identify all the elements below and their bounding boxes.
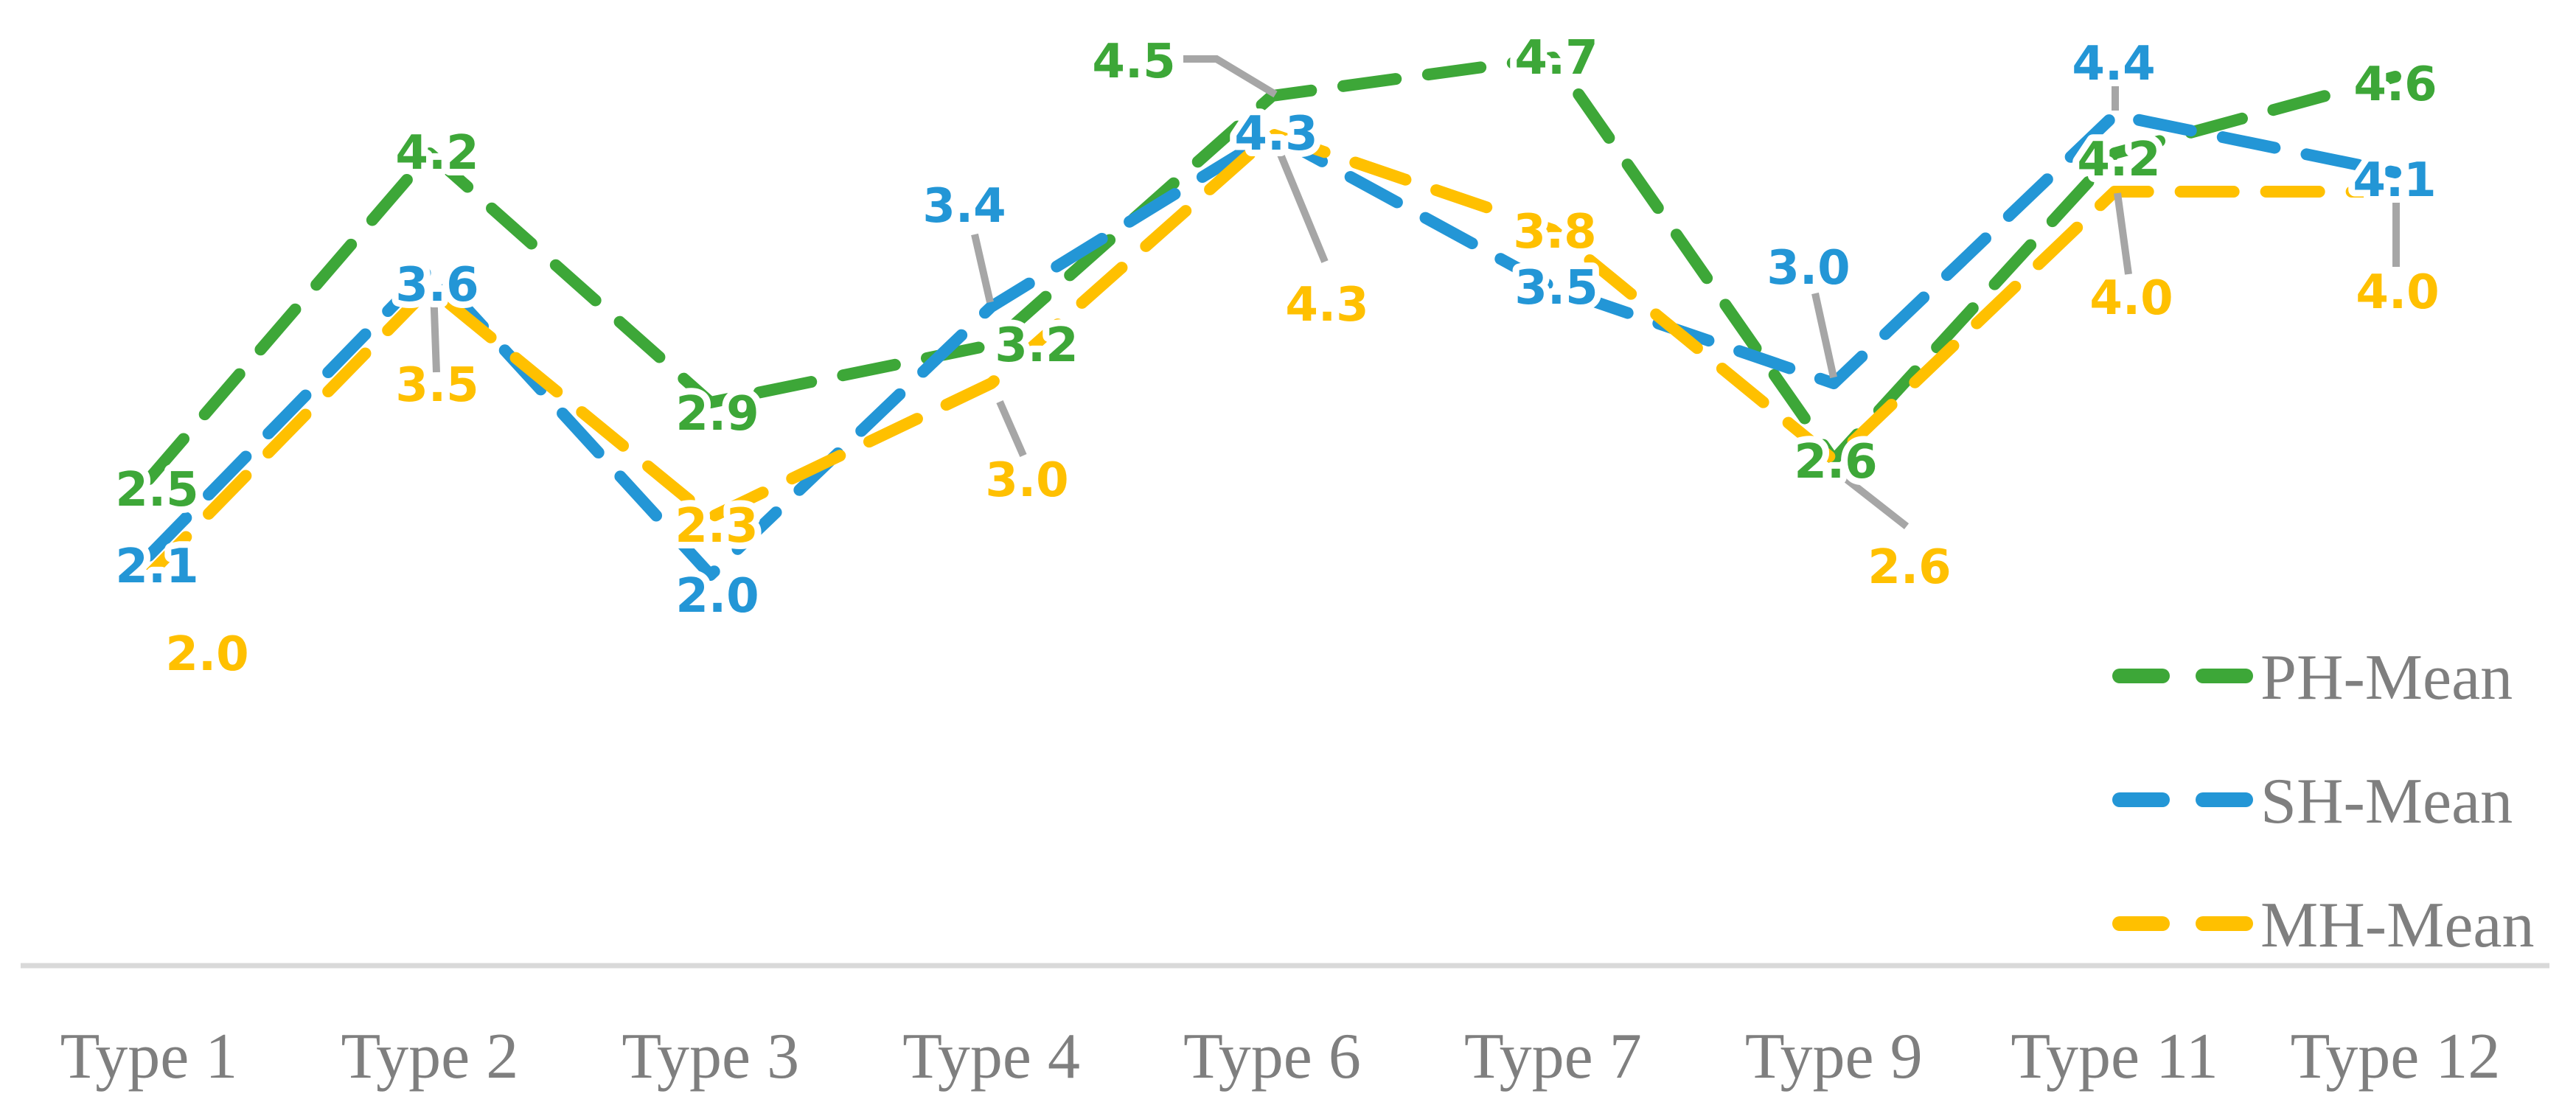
x-axis: Type 1 Type 2 Type 3 Type 4 Type 6 Type 7 Type… bbox=[21, 963, 2549, 1092]
label-leader-line bbox=[996, 400, 1027, 458]
data-label-mh-mean: 4.0 bbox=[2089, 271, 2173, 326]
data-label-sh-mean: 2.0 bbox=[675, 569, 759, 624]
legend-item-sh-mean: SH-Mean bbox=[2112, 766, 2513, 837]
data-label-ph-mean: 4.7 bbox=[1514, 31, 1598, 86]
data-label-sh-mean: 4.1 bbox=[2353, 153, 2436, 208]
label-leader-line bbox=[1811, 292, 1837, 379]
data-label-mh-mean: 3.5 bbox=[395, 358, 478, 413]
legend-label: SH-Mean bbox=[2260, 766, 2513, 837]
data-label-mh-mean: 4.3 bbox=[1285, 278, 1368, 332]
label-leader-line bbox=[2114, 192, 2132, 275]
data-label-ph-mean: 2.9 bbox=[675, 387, 759, 442]
data-label-mh-mean: 3.8 bbox=[1513, 205, 1596, 259]
data-label-sh-mean: 3.6 bbox=[395, 258, 478, 313]
x-axis-tick-label: Type 2 bbox=[341, 1021, 519, 1092]
x-axis-tick-label: Type 4 bbox=[902, 1021, 1080, 1092]
data-label-sh-mean: 2.1 bbox=[115, 540, 198, 594]
label-leader-line bbox=[1274, 146, 1329, 263]
label-leader-line bbox=[1183, 55, 1278, 98]
series-line-sh-mean bbox=[143, 109, 2401, 581]
x-axis-tick-label: Type 9 bbox=[1745, 1021, 1923, 1092]
label-leader-line bbox=[430, 289, 440, 373]
data-label-ph-mean: 4.6 bbox=[2353, 57, 2437, 112]
data-label-ph-mean: 2.6 bbox=[1794, 435, 1877, 489]
data-label-ph-mean: 4.2 bbox=[2077, 133, 2160, 187]
series-line-mh-mean bbox=[143, 128, 2401, 581]
data-label-sh-mean: 3.4 bbox=[922, 179, 1006, 234]
legend-item-ph-mean: PH-Mean bbox=[2112, 642, 2513, 714]
data-label-sh-mean: 4.4 bbox=[2072, 37, 2155, 91]
x-axis-tick-label: Type 3 bbox=[622, 1021, 799, 1092]
data-label-ph-mean: 4.5 bbox=[1092, 35, 1175, 89]
data-label-sh-mean: 3.5 bbox=[1514, 261, 1598, 315]
data-label-ph-mean: 4.2 bbox=[395, 126, 478, 181]
data-label-mh-mean: 2.6 bbox=[1867, 540, 1951, 595]
data-label-sh-mean: 4.3 bbox=[1234, 107, 1317, 161]
legend-item-mh-mean: MH-Mean bbox=[2112, 890, 2534, 961]
data-label-ph-mean: 2.5 bbox=[115, 463, 198, 517]
data-label-mh-mean: 3.0 bbox=[985, 453, 1068, 508]
x-axis-tick-label: Type 1 bbox=[60, 1021, 238, 1092]
data-label-mh-mean: 4.0 bbox=[2356, 265, 2439, 320]
x-axis-tick-label: Type 6 bbox=[1183, 1021, 1361, 1092]
legend-label: MH-Mean bbox=[2260, 890, 2534, 961]
leader-lines bbox=[430, 55, 2400, 529]
data-label-sh-mean: 3.0 bbox=[1766, 241, 1850, 296]
legend: PH-Mean SH-Mean MH-Mean bbox=[2112, 642, 2534, 961]
data-label-ph-mean: 3.2 bbox=[995, 318, 1078, 373]
x-axis-tick-label: Type 7 bbox=[1464, 1021, 1642, 1092]
data-label-mh-mean: 2.3 bbox=[675, 499, 758, 554]
legend-label: PH-Mean bbox=[2260, 642, 2513, 714]
label-leader-line bbox=[1836, 470, 1910, 529]
label-leader-line bbox=[971, 233, 994, 304]
data-labels: 2.5 4.2 2.9 3.2 4.5 4.7 2.6 4.2 4.6 2.1 3.6 2.0 3.4 4… bbox=[108, 24, 2446, 688]
data-label-mh-mean: 2.0 bbox=[165, 627, 248, 682]
x-axis-tick-label: Type 12 bbox=[2291, 1021, 2501, 1092]
x-axis-tick-label: Type 11 bbox=[2011, 1021, 2218, 1092]
